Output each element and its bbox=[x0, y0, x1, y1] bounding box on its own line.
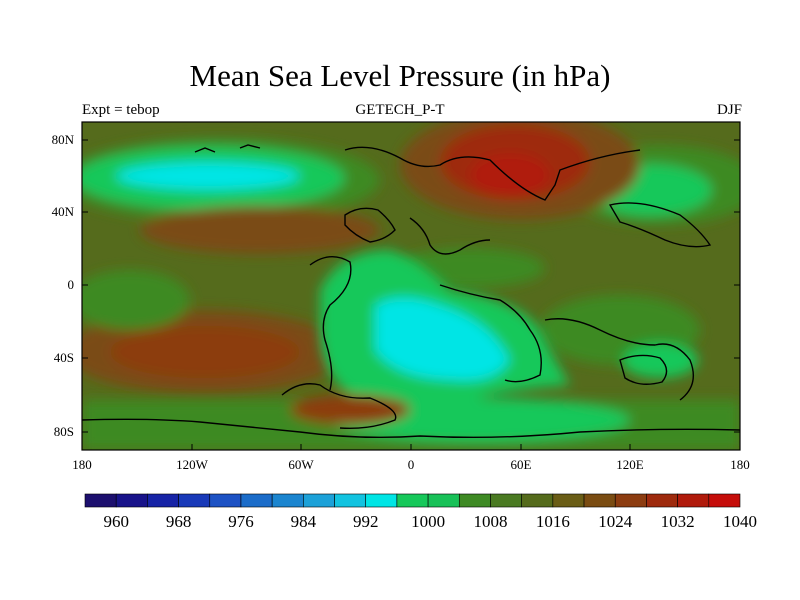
lon-label-60w: 60W bbox=[288, 457, 314, 472]
colorbar-box bbox=[365, 493, 398, 508]
lon-label-0: 0 bbox=[408, 457, 415, 472]
east-asian-islands bbox=[608, 202, 712, 248]
colorbar-label: 960 bbox=[103, 512, 129, 531]
colorbar-box bbox=[115, 493, 148, 508]
lon-label-60e: 60E bbox=[511, 457, 532, 472]
colorbar-box bbox=[708, 493, 741, 508]
season-label: DJF bbox=[716, 102, 742, 118]
colorbar-box bbox=[240, 493, 273, 508]
colorbar-box bbox=[521, 493, 554, 508]
colorbar-box bbox=[84, 493, 117, 508]
colorbar-label: 976 bbox=[228, 512, 254, 531]
colorbar-box bbox=[490, 493, 522, 508]
colorbar-label: 968 bbox=[166, 512, 192, 531]
colorbar-box bbox=[209, 493, 242, 508]
colorbar-box bbox=[334, 493, 367, 508]
colorbar-box bbox=[614, 493, 647, 508]
southern-island bbox=[619, 354, 668, 385]
colorbar-label: 1016 bbox=[536, 512, 570, 531]
lat-label-40n: 40N bbox=[52, 204, 75, 219]
colorbar-label: 984 bbox=[291, 512, 317, 531]
pressure-field bbox=[82, 122, 740, 450]
east-pacific-trough bbox=[82, 270, 190, 330]
southern-coast bbox=[82, 418, 740, 439]
colorbar-box bbox=[677, 493, 710, 508]
northern-coast bbox=[344, 146, 641, 201]
lat-label-40s: 40S bbox=[54, 350, 74, 365]
colorbar-label: 1040 bbox=[723, 512, 757, 531]
lon-label-120e: 120E bbox=[616, 457, 644, 472]
colorbar: 960 968 976 984 992 1000 1008 1016 1024 1032 1040 bbox=[84, 493, 757, 531]
colorbar-box bbox=[396, 493, 429, 508]
lon-label-180e: 180 bbox=[730, 457, 750, 472]
colorbar-label: 1024 bbox=[598, 512, 633, 531]
colorbar-label: 1032 bbox=[661, 512, 695, 531]
lon-label-120w: 120W bbox=[176, 457, 209, 472]
colorbar-label: 1000 bbox=[411, 512, 445, 531]
colorbar-box bbox=[147, 493, 179, 508]
dataset-label: GETECH_P-T bbox=[355, 102, 445, 118]
colorbar-box bbox=[427, 493, 460, 508]
southern-continent-low-core bbox=[375, 297, 510, 381]
lat-label-eq: 0 bbox=[68, 277, 75, 292]
arctic-islands bbox=[194, 144, 261, 153]
colorbar-box bbox=[552, 493, 585, 508]
experiment-label: Expt = tebop bbox=[82, 102, 160, 118]
north-pacific-low-core bbox=[116, 162, 300, 190]
siberian-high-core bbox=[470, 153, 550, 197]
tick-marks bbox=[81, 139, 741, 450]
colorbar-label: 992 bbox=[353, 512, 379, 531]
colorbar-box bbox=[458, 493, 491, 508]
western-margin bbox=[309, 256, 352, 391]
lat-label-80n: 80N bbox=[52, 132, 75, 147]
north-island-block bbox=[344, 207, 396, 243]
colorbar-box bbox=[271, 493, 304, 508]
eastern-margin bbox=[439, 284, 542, 383]
central-low-patch bbox=[378, 258, 422, 282]
colorbar-box bbox=[646, 493, 678, 508]
lon-label-180w: 180 bbox=[72, 457, 92, 472]
south-pacific-high bbox=[110, 326, 300, 378]
coastlines bbox=[82, 144, 740, 439]
chart-title: Mean Sea Level Pressure (in hPa) bbox=[189, 58, 611, 93]
tethys-north-coast bbox=[409, 217, 491, 255]
colorbar-box bbox=[303, 493, 335, 508]
colorbar-box bbox=[178, 493, 211, 508]
colorbar-label: 1008 bbox=[473, 512, 507, 531]
north-subtropical-high bbox=[140, 206, 380, 254]
antarctic-peninsula bbox=[281, 383, 397, 430]
south-east-coast bbox=[544, 318, 694, 401]
colorbar-box bbox=[583, 493, 616, 508]
lat-label-80s: 80S bbox=[54, 424, 74, 439]
south-east-low bbox=[622, 342, 698, 378]
